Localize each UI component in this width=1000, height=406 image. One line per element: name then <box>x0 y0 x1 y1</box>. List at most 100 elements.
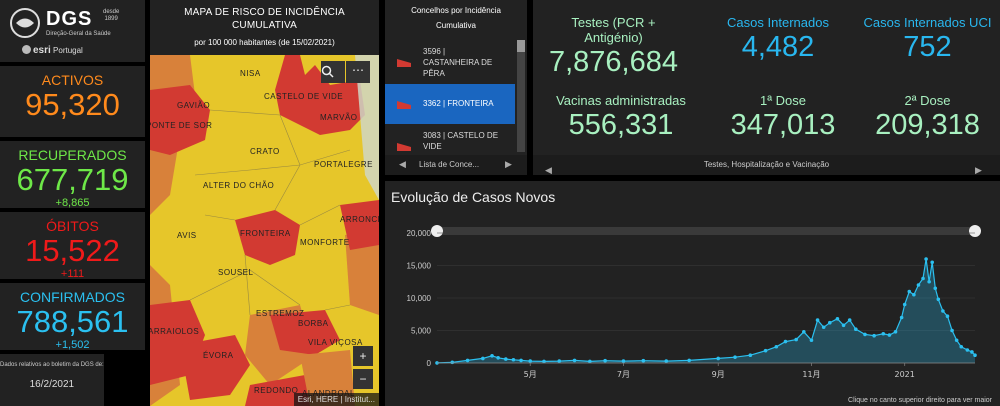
range-slider-start-handle[interactable] <box>431 225 443 237</box>
data-point <box>973 353 977 357</box>
map-label-monforte: MONFORTE <box>300 238 350 247</box>
map-label-sousel: SOUSEL <box>218 268 254 277</box>
data-point <box>763 348 768 353</box>
list-scrollbar[interactable] <box>517 40 525 152</box>
map-label-fronteira: FRONTEIRA <box>240 229 291 238</box>
map-label-ponte-de-sor: PONTE DE SOR <box>150 121 213 130</box>
zoom-out-button[interactable]: − <box>353 369 373 389</box>
data-point <box>959 344 964 349</box>
map-label-vila-vicosa: VILA VIÇOSA <box>308 338 363 347</box>
map-label-crato: CRATO <box>250 147 280 156</box>
y-tick-label: 15,000 <box>407 262 432 271</box>
activos-card: ACTIVOS 95,320 <box>0 66 145 137</box>
map-region-castelo-de-vide <box>275 55 365 135</box>
chart-title: Evolução de Casos Novos <box>391 189 556 205</box>
map-regions <box>150 55 379 406</box>
esri-globe-icon <box>22 45 31 54</box>
map-more-button[interactable]: ⋯ <box>346 61 370 83</box>
dose2-stat: 2ª Dose 209,318 <box>855 93 1000 142</box>
data-point <box>511 357 516 362</box>
new-cases-chart-panel: Evolução de Casos Novos 0 5,000 10,000 15,0… <box>385 181 1000 406</box>
data-point <box>841 323 846 328</box>
map-borders <box>189 109 351 316</box>
list-item[interactable]: 3083 | CASTELO DE VIDE <box>385 126 515 154</box>
map-title: MAPA DE RISCO DE INCIDÊNCIA CUMULATIVA <box>184 7 345 31</box>
zoom-in-button[interactable]: + <box>353 346 373 366</box>
list-next-icon[interactable]: ▶ <box>505 159 512 169</box>
data-point <box>921 276 925 281</box>
vacinas-label: Vacinas administradas <box>556 93 686 108</box>
map-region-orange-4 <box>345 230 379 315</box>
data-point <box>528 359 533 363</box>
map-canvas[interactable]: NISA GAVIÃO CASTELO DE VIDE PONTE DE SOR… <box>150 55 379 406</box>
data-point <box>450 360 455 365</box>
y-tick-label: 20,000 <box>407 229 432 238</box>
testing-footer-label: Testes, Hospitalização e Vacinação <box>703 160 830 169</box>
incidence-swatch-icon <box>397 141 411 151</box>
list-item[interactable]: 3596 | CASTANHEIRA DE PÊRA <box>385 42 515 82</box>
map-label-evora: ÉVORA <box>203 351 234 360</box>
dgs-logo-icon <box>10 8 40 38</box>
map-region-arronches <box>340 200 379 250</box>
vacinas-value: 556,331 <box>568 109 674 141</box>
data-point <box>924 257 928 261</box>
data-point <box>930 260 935 265</box>
map-region-estremoz <box>270 310 340 355</box>
map-header: MAPA DE RISCO DE INCIDÊNCIA CUMULATIVA p… <box>150 0 379 55</box>
recuperados-delta: +8,865 <box>55 197 90 208</box>
list-title: Concelhos por Incidência Cumulativa <box>411 6 501 30</box>
obitos-value: 15,522 <box>25 233 120 268</box>
internados-value: 4,482 <box>741 31 815 63</box>
data-point <box>809 338 814 343</box>
data-point <box>465 358 470 363</box>
y-tick-label: 10,000 <box>407 294 432 303</box>
data-point <box>872 333 876 338</box>
map-label-alter-do-chao: ALTER DO CHÃO <box>203 181 275 190</box>
data-point <box>815 318 820 322</box>
recuperados-value: 677,719 <box>16 162 129 197</box>
list-item-selected[interactable]: 3362 | FRONTEIRA <box>385 84 515 124</box>
data-point <box>902 302 907 307</box>
data-point <box>899 315 904 320</box>
new-cases-chart[interactable]: 0 5,000 10,000 15,000 20,000 5月 7月 9月 11月 2021 <box>385 181 1000 391</box>
incidence-swatch-icon <box>397 57 411 67</box>
data-point <box>588 359 592 364</box>
x-tick-label: 9月 <box>712 370 725 379</box>
data-point <box>835 317 840 321</box>
data-point <box>641 358 646 363</box>
map-region-evora <box>180 335 250 400</box>
confirmados-card: CONFIRMADOS 788,561 +1,502 <box>0 283 145 350</box>
data-point <box>603 358 607 363</box>
internados-stat: Casos Internados 4,482 <box>703 15 853 64</box>
data-point <box>687 358 691 363</box>
testing-prev-icon[interactable]: ◀ <box>545 165 552 175</box>
list-scroll-thumb[interactable] <box>517 40 525 52</box>
data-point <box>828 320 832 325</box>
data-point <box>821 325 826 330</box>
data-point <box>847 318 852 322</box>
uci-value: 752 <box>903 31 952 63</box>
list-prev-icon[interactable]: ◀ <box>399 159 406 169</box>
data-point <box>950 328 954 333</box>
map-search-button[interactable] <box>321 61 345 83</box>
data-point <box>945 314 950 318</box>
esri-partner: esri Portugal <box>22 45 83 56</box>
map-attribution[interactable]: Esri, HERE | Institut... <box>293 393 379 406</box>
data-point <box>621 359 626 363</box>
map-region-fronteira <box>235 210 300 265</box>
activos-label: ACTIVOS <box>41 72 104 88</box>
range-slider-end-handle[interactable] <box>969 225 981 237</box>
testing-next-icon[interactable]: ▶ <box>975 165 982 175</box>
map-label-gaviao: GAVIÃO <box>177 101 211 110</box>
data-point <box>936 297 941 302</box>
data-point <box>481 356 485 361</box>
data-point <box>664 359 669 363</box>
map-label-arraiolos: ARRAIOLOS <box>150 327 200 336</box>
data-point <box>933 286 938 291</box>
testes-stat: Testes (PCR + Antigénio) 7,876,684 <box>541 15 686 79</box>
data-point <box>542 359 546 364</box>
map-region-spain <box>355 55 379 200</box>
map-region-alandroal <box>300 350 355 406</box>
data-point <box>503 357 508 361</box>
data-point <box>733 355 737 359</box>
